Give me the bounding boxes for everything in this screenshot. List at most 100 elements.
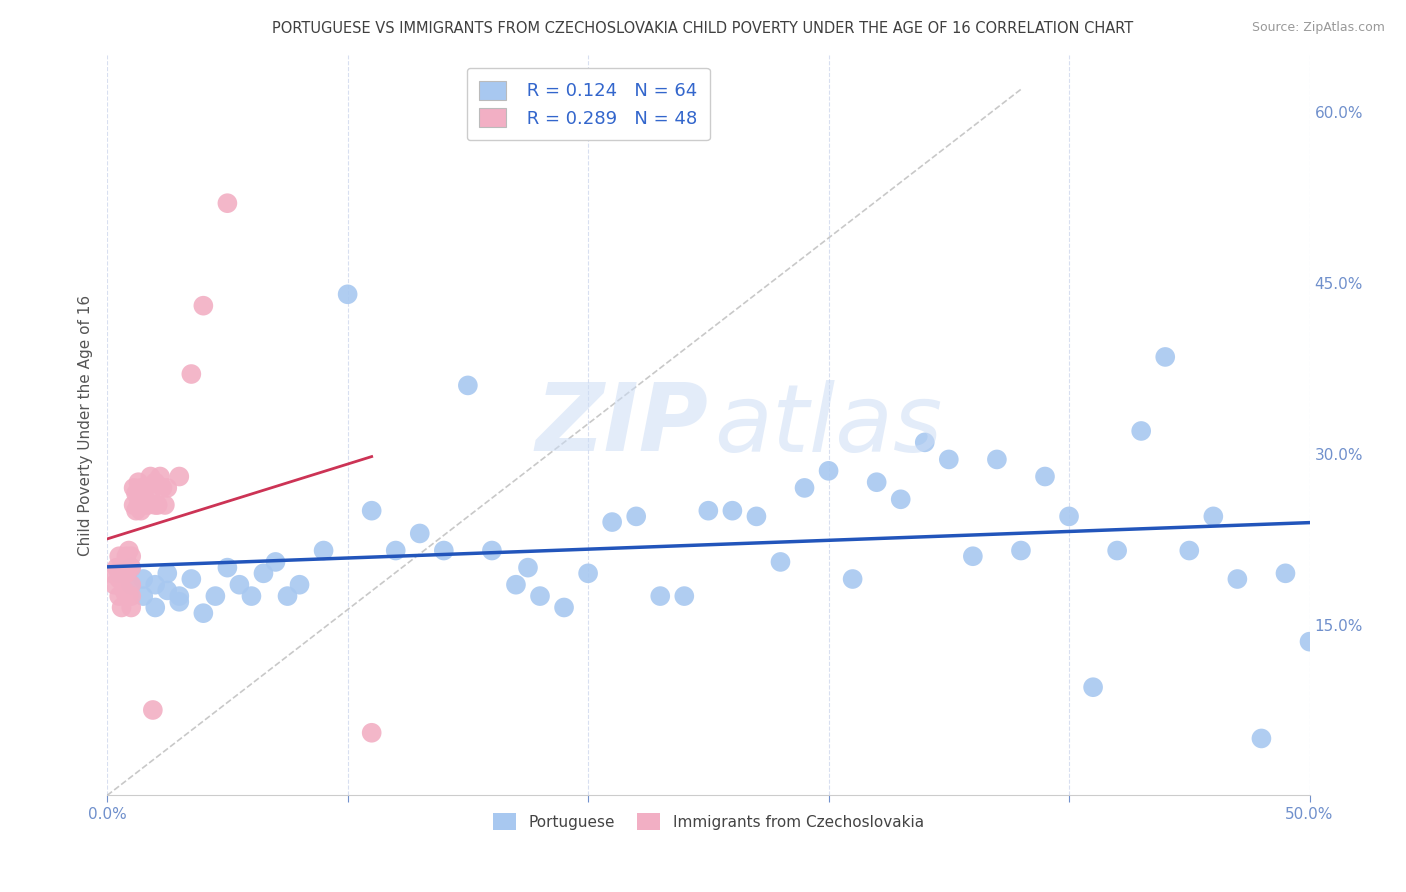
Point — [1298, 634, 1320, 648]
Point — [217, 560, 239, 574]
Point — [384, 543, 406, 558]
Point — [217, 196, 239, 211]
Point — [553, 600, 575, 615]
Point — [288, 578, 311, 592]
Point — [505, 578, 527, 592]
Point — [360, 504, 382, 518]
Text: ZIP: ZIP — [536, 379, 709, 471]
Point — [1250, 731, 1272, 746]
Point — [127, 475, 149, 490]
Point — [135, 481, 157, 495]
Point — [517, 560, 540, 574]
Point — [1178, 543, 1201, 558]
Point — [132, 486, 155, 500]
Point — [108, 572, 131, 586]
Point — [817, 464, 839, 478]
Text: PORTUGUESE VS IMMIGRANTS FROM CZECHOSLOVAKIA CHILD POVERTY UNDER THE AGE OF 16 C: PORTUGUESE VS IMMIGRANTS FROM CZECHOSLOV… — [273, 21, 1133, 36]
Point — [108, 549, 131, 564]
Point — [409, 526, 432, 541]
Point — [841, 572, 863, 586]
Point — [1057, 509, 1080, 524]
Point — [120, 560, 142, 574]
Point — [152, 481, 174, 495]
Point — [125, 486, 148, 500]
Text: Source: ZipAtlas.com: Source: ZipAtlas.com — [1251, 21, 1385, 34]
Legend: Portuguese, Immigrants from Czechoslovakia: Portuguese, Immigrants from Czechoslovak… — [486, 807, 929, 836]
Point — [120, 549, 142, 564]
Point — [139, 486, 162, 500]
Point — [433, 543, 456, 558]
Point — [228, 578, 250, 592]
Point — [193, 299, 215, 313]
Point — [105, 560, 128, 574]
Point — [481, 543, 503, 558]
Point — [169, 595, 191, 609]
Point — [529, 589, 551, 603]
Point — [938, 452, 960, 467]
Point — [112, 583, 135, 598]
Point — [127, 498, 149, 512]
Point — [149, 469, 172, 483]
Point — [600, 515, 623, 529]
Point — [129, 481, 152, 495]
Point — [1010, 543, 1032, 558]
Point — [1130, 424, 1153, 438]
Point — [204, 589, 226, 603]
Point — [169, 469, 191, 483]
Point — [156, 481, 179, 495]
Point — [866, 475, 889, 490]
Point — [115, 566, 138, 581]
Point — [1226, 572, 1249, 586]
Point — [156, 566, 179, 581]
Point — [962, 549, 984, 564]
Point — [193, 606, 215, 620]
Text: atlas: atlas — [714, 380, 942, 471]
Point — [721, 504, 744, 518]
Point — [118, 560, 141, 574]
Point — [125, 504, 148, 518]
Point — [240, 589, 263, 603]
Point — [110, 600, 132, 615]
Point — [650, 589, 672, 603]
Point — [118, 543, 141, 558]
Point — [1033, 469, 1056, 483]
Point — [986, 452, 1008, 467]
Point — [120, 600, 142, 615]
Point — [769, 555, 792, 569]
Point — [120, 589, 142, 603]
Point — [1274, 566, 1296, 581]
Point — [169, 589, 191, 603]
Point — [697, 504, 720, 518]
Point — [890, 492, 912, 507]
Point — [264, 555, 287, 569]
Point — [1107, 543, 1129, 558]
Point — [132, 498, 155, 512]
Point — [1202, 509, 1225, 524]
Point — [153, 498, 176, 512]
Point — [139, 469, 162, 483]
Point — [276, 589, 298, 603]
Point — [132, 572, 155, 586]
Y-axis label: Child Poverty Under the Age of 16: Child Poverty Under the Age of 16 — [79, 294, 93, 556]
Point — [143, 578, 166, 592]
Point — [122, 498, 145, 512]
Point — [132, 589, 155, 603]
Point — [129, 504, 152, 518]
Point — [135, 492, 157, 507]
Point — [793, 481, 815, 495]
Point — [1081, 680, 1104, 694]
Point — [673, 589, 696, 603]
Point — [108, 566, 131, 581]
Point — [457, 378, 479, 392]
Point — [115, 589, 138, 603]
Point — [122, 481, 145, 495]
Point — [146, 498, 169, 512]
Point — [180, 572, 202, 586]
Point — [914, 435, 936, 450]
Point — [576, 566, 599, 581]
Point — [624, 509, 647, 524]
Point — [103, 578, 125, 592]
Point — [120, 578, 142, 592]
Point — [115, 549, 138, 564]
Point — [101, 566, 124, 581]
